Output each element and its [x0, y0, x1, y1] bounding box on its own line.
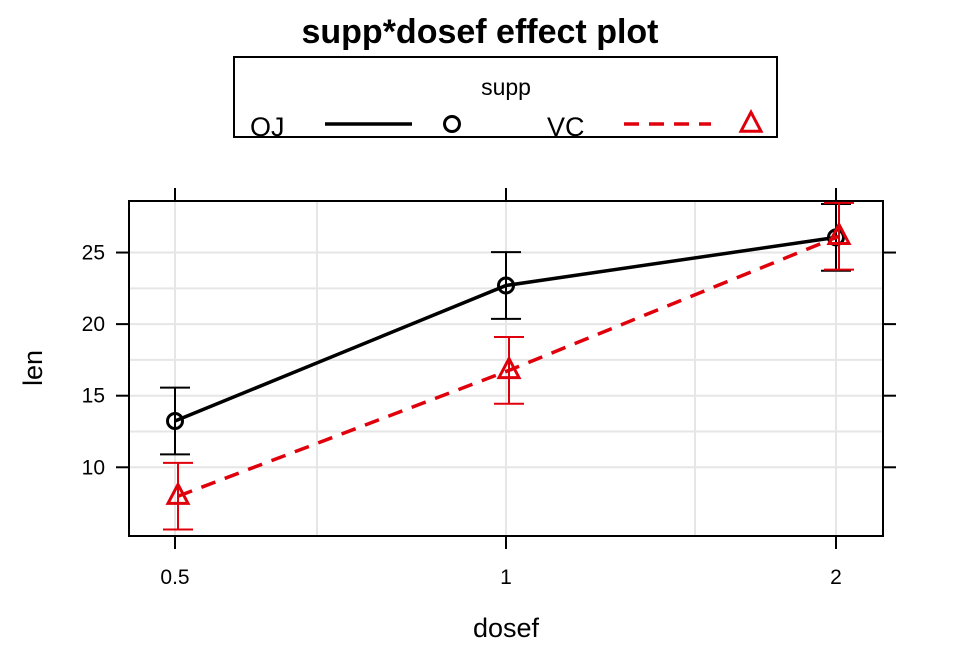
legend-marker-VC [738, 108, 764, 133]
legend-title: supp [481, 74, 531, 100]
legend-label-OJ: OJ [250, 112, 285, 142]
x-tick-label: 0.5 [160, 566, 189, 589]
y-tick-label: 25 [82, 242, 105, 265]
series [160, 201, 854, 531]
x-tick-label: 1 [500, 566, 512, 589]
x-axis-label: dosef [473, 613, 540, 643]
y-tick-label: 15 [82, 385, 105, 408]
data-point-VC [826, 221, 852, 245]
data-point-VC [165, 481, 191, 505]
y-tick-label: 20 [82, 313, 105, 336]
axes: 0.5 1 2 10 15 20 25 [82, 188, 896, 589]
legend-marker-OJ [443, 115, 461, 133]
legend-label-VC: VC [547, 112, 585, 142]
legend: supp OJ VC [233, 56, 778, 142]
data-point-OJ [497, 276, 515, 295]
data-point-VC [496, 355, 522, 380]
x-tick-label: 2 [830, 566, 842, 589]
series-line-VC [177, 234, 840, 498]
series-line-OJ [174, 235, 837, 423]
y-tick-label: 10 [82, 456, 105, 479]
y-axis-label: len [18, 350, 48, 386]
legend-box [233, 56, 778, 138]
data-point-OJ [166, 412, 184, 431]
chart-title: supp*dosef effect plot [301, 13, 658, 51]
